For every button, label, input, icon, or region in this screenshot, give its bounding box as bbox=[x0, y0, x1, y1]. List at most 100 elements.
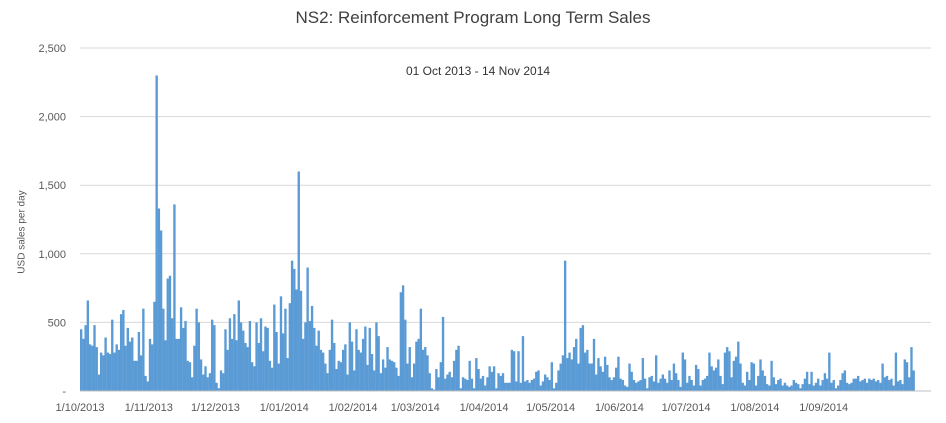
bar bbox=[592, 338, 596, 391]
bar bbox=[250, 362, 254, 391]
bar bbox=[841, 373, 844, 391]
bar bbox=[750, 362, 753, 391]
bar bbox=[275, 332, 278, 391]
bar bbox=[601, 371, 605, 391]
bar bbox=[306, 267, 309, 391]
bar bbox=[783, 382, 787, 391]
bar bbox=[572, 347, 576, 391]
bar bbox=[308, 321, 312, 391]
bar bbox=[466, 380, 469, 391]
bar bbox=[772, 377, 776, 391]
bar bbox=[819, 385, 822, 391]
bar bbox=[421, 349, 425, 391]
bar bbox=[652, 381, 656, 391]
bar bbox=[497, 373, 500, 391]
bar bbox=[273, 304, 276, 391]
bar bbox=[541, 381, 545, 391]
bar bbox=[579, 327, 582, 391]
bar bbox=[717, 359, 720, 391]
bar bbox=[408, 347, 411, 391]
bar bbox=[575, 338, 578, 391]
bar bbox=[768, 385, 771, 391]
bar bbox=[177, 338, 181, 391]
bar bbox=[264, 326, 267, 391]
bar bbox=[657, 382, 660, 391]
bar bbox=[910, 347, 913, 391]
bar bbox=[759, 359, 762, 391]
bar bbox=[739, 363, 742, 391]
bar bbox=[313, 327, 316, 391]
bar bbox=[857, 375, 860, 391]
bar bbox=[368, 327, 371, 391]
y-tick-label: 1,000 bbox=[38, 249, 66, 261]
bar bbox=[333, 342, 336, 391]
bar bbox=[912, 370, 915, 391]
bar bbox=[626, 386, 629, 391]
bar bbox=[710, 366, 713, 391]
bar bbox=[397, 375, 400, 391]
bar bbox=[155, 75, 158, 391]
bar bbox=[315, 345, 318, 391]
bar bbox=[697, 369, 700, 391]
bar bbox=[131, 337, 134, 391]
bar bbox=[299, 290, 303, 391]
bar bbox=[126, 327, 129, 391]
bar bbox=[277, 363, 280, 391]
x-tick-label: 1/02/2014 bbox=[329, 402, 378, 414]
bar bbox=[179, 307, 183, 391]
bar bbox=[894, 352, 898, 391]
bar bbox=[617, 356, 620, 391]
bar bbox=[186, 360, 189, 391]
bar bbox=[828, 352, 831, 391]
bar bbox=[444, 378, 447, 391]
bar bbox=[86, 300, 90, 391]
bar bbox=[737, 341, 740, 391]
bar bbox=[366, 364, 369, 391]
bar bbox=[430, 388, 434, 391]
bar bbox=[794, 382, 798, 391]
bar bbox=[688, 375, 691, 391]
bar bbox=[173, 204, 176, 391]
bar bbox=[459, 388, 462, 391]
bar bbox=[805, 371, 809, 391]
bar bbox=[435, 369, 438, 391]
bar bbox=[384, 367, 387, 391]
bar bbox=[195, 308, 198, 391]
bar bbox=[377, 336, 380, 391]
bar bbox=[521, 336, 525, 391]
bar bbox=[837, 385, 840, 391]
bar bbox=[157, 208, 161, 391]
bar bbox=[570, 359, 573, 391]
bar bbox=[692, 385, 696, 391]
bar bbox=[217, 388, 221, 391]
chart-title: NS2: Reinforcement Program Long Term Sal… bbox=[295, 8, 651, 27]
bar bbox=[244, 342, 247, 391]
bar bbox=[184, 321, 187, 391]
bar bbox=[417, 338, 420, 391]
bar bbox=[641, 358, 645, 391]
bar bbox=[743, 385, 747, 391]
bar bbox=[746, 371, 749, 391]
bar bbox=[905, 362, 909, 391]
bar bbox=[335, 369, 338, 391]
bar bbox=[455, 349, 458, 391]
bar bbox=[635, 382, 638, 391]
bar bbox=[337, 360, 340, 391]
bar bbox=[257, 342, 260, 391]
bar bbox=[295, 289, 298, 391]
bar bbox=[259, 318, 263, 391]
bar bbox=[199, 359, 203, 391]
bar bbox=[437, 377, 440, 391]
bar bbox=[834, 388, 838, 391]
bar bbox=[590, 363, 593, 391]
bar bbox=[381, 359, 385, 391]
bar bbox=[677, 380, 680, 391]
y-tick-label: 2,000 bbox=[38, 112, 66, 124]
bar bbox=[550, 362, 554, 391]
bar bbox=[439, 362, 443, 391]
bar bbox=[310, 305, 314, 391]
bar bbox=[122, 310, 125, 391]
bar bbox=[379, 373, 383, 391]
bar bbox=[288, 303, 292, 391]
y-tick-label: 1,500 bbox=[38, 180, 66, 192]
